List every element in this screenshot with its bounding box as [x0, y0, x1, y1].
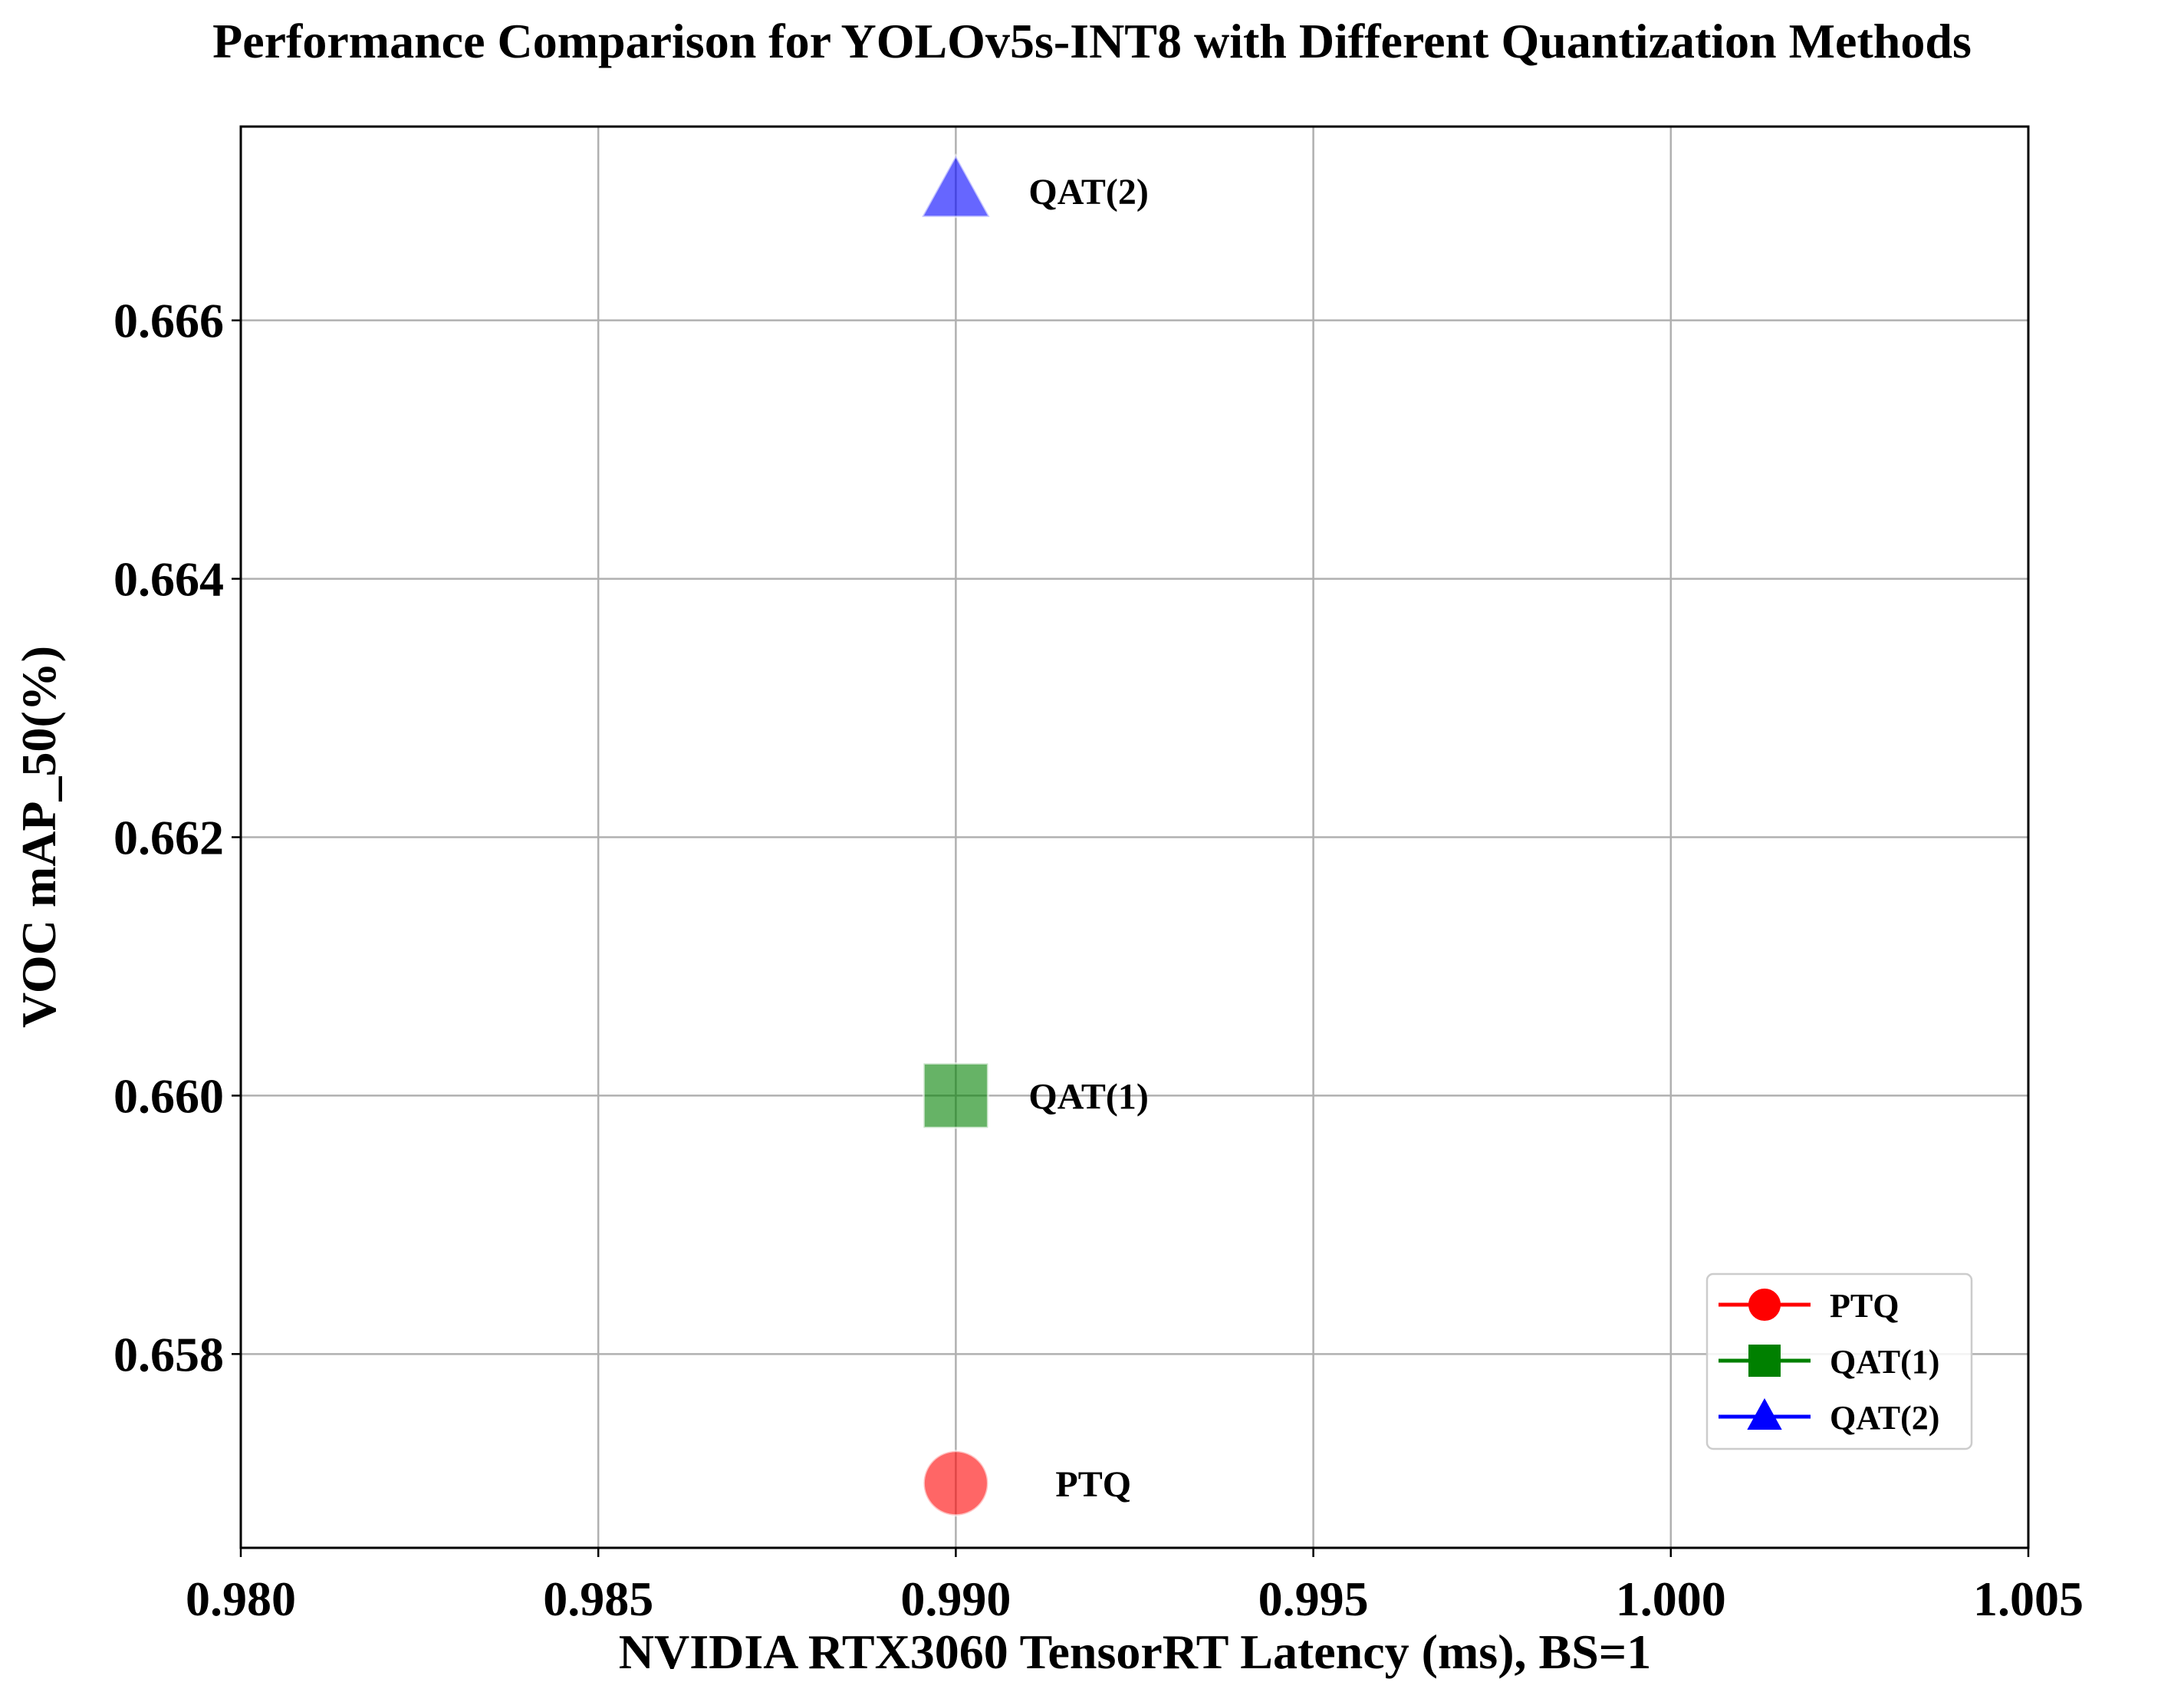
x-axis-ticks: 0.980 0.985 0.990 0.995 1.000 1.005	[186, 1548, 2084, 1626]
x-axis-label: NVIDIA RTX3060 TensorRT Latency (ms), BS…	[619, 1625, 1652, 1679]
point-label: PTQ	[1055, 1464, 1131, 1505]
y-tick-label: 0.660	[113, 1068, 224, 1123]
legend-label: QAT(1)	[1830, 1343, 1939, 1381]
data-points	[919, 153, 992, 1517]
legend-item: PTQ	[1719, 1287, 1899, 1325]
legend-marker-square	[1748, 1345, 1781, 1377]
point-label: QAT(1)	[1028, 1076, 1148, 1117]
legend-item: QAT(2)	[1719, 1397, 1939, 1437]
legend-label: PTQ	[1830, 1287, 1899, 1325]
y-tick-label: 0.658	[113, 1327, 224, 1381]
y-tick-label: 0.662	[113, 811, 224, 865]
data-point-circle	[922, 1450, 989, 1517]
data-point-triangle	[919, 153, 992, 219]
y-axis-label: VOC mAP_50(%)	[12, 646, 66, 1028]
data-point-square	[922, 1062, 989, 1129]
point-label: QAT(2)	[1028, 172, 1148, 212]
x-tick-label: 0.985	[543, 1572, 653, 1626]
x-tick-label: 0.980	[186, 1572, 296, 1626]
legend-label: QAT(2)	[1830, 1399, 1939, 1437]
y-tick-label: 0.664	[113, 552, 224, 607]
x-tick-label: 1.005	[1973, 1572, 2084, 1626]
chart-title: Performance Comparison for YOLOv5s-INT8 …	[212, 14, 1972, 68]
x-tick-label: 0.995	[1258, 1572, 1369, 1626]
y-axis-ticks: 0.658 0.660 0.662 0.664 0.666	[113, 294, 241, 1381]
y-tick-label: 0.666	[113, 294, 224, 348]
x-tick-label: 1.000	[1616, 1572, 1726, 1626]
legend-item: QAT(1)	[1719, 1343, 1939, 1381]
point-labels: PTQ QAT(1) QAT(2)	[1028, 172, 1148, 1505]
x-tick-label: 0.990	[900, 1572, 1011, 1626]
legend: PTQ QAT(1) QAT(2)	[1705, 1272, 1973, 1450]
legend-marker-triangle	[1747, 1397, 1782, 1430]
legend-marker-circle	[1748, 1289, 1781, 1321]
